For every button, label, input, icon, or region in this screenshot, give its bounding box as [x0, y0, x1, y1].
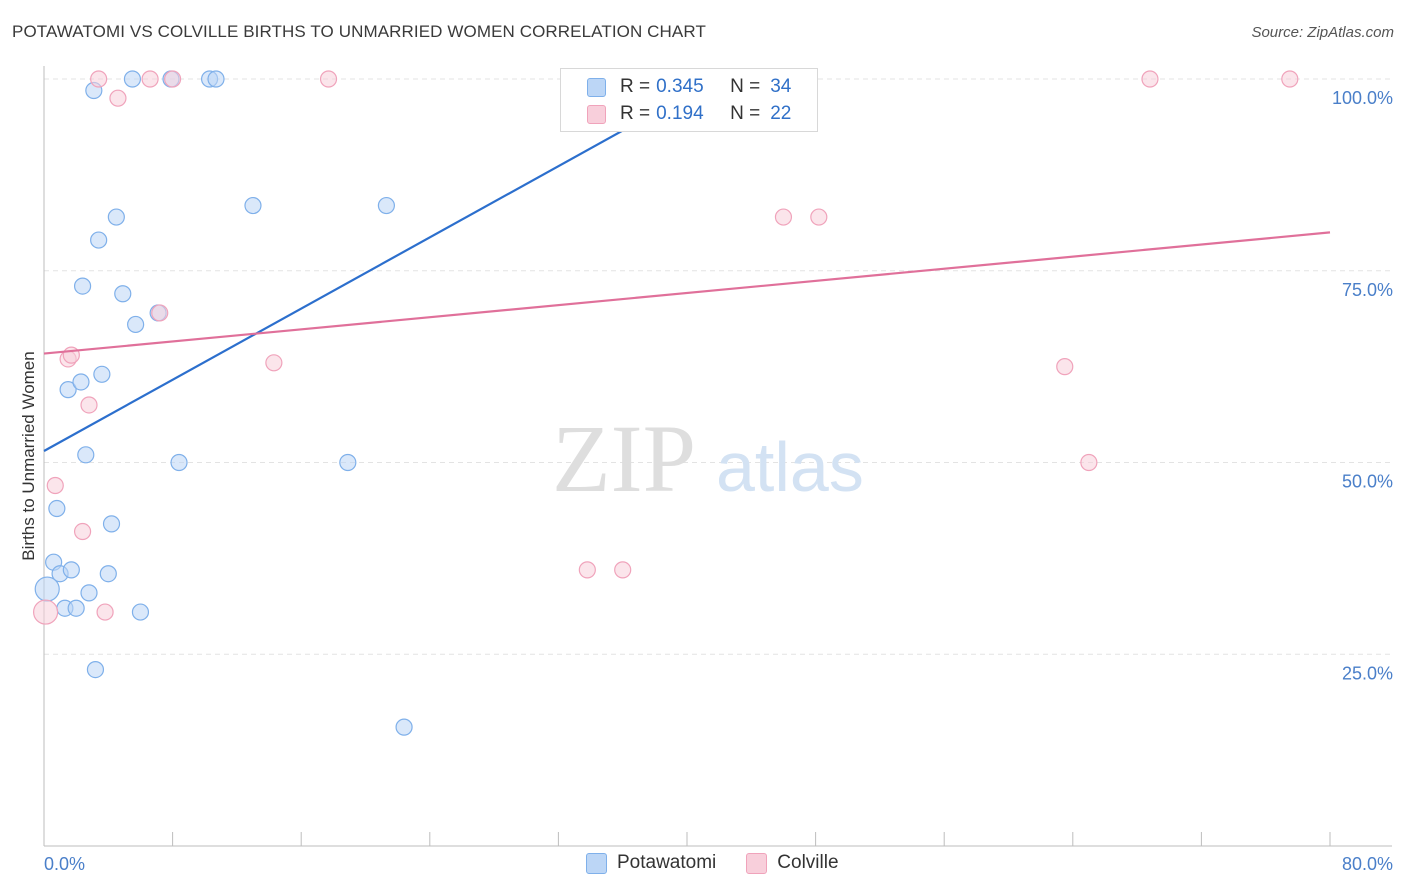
colville-point [774, 208, 793, 226]
colville-point [1141, 70, 1159, 88]
x-tick-label-max: 80.0% [1342, 854, 1393, 874]
colville-trend-line [43, 231, 1331, 355]
series-legend: Potawatomi Colville [586, 852, 869, 874]
colville-swatch [587, 104, 606, 124]
source-label: Source: ZipAtlas.com [1251, 24, 1394, 41]
potawatomi-point [244, 196, 262, 215]
colville-point [73, 522, 92, 541]
y-tick-label: 75.0% [1342, 280, 1393, 300]
gridlines [44, 78, 1392, 655]
potawatomi-legend-swatch [586, 852, 607, 874]
tick-labels: 25.0% 50.0% 75.0% 100.0% 0.0% 80.0% [44, 88, 1393, 874]
watermark: ZIP atlas [552, 405, 864, 512]
potawatomi-point [170, 453, 188, 472]
potawatomi-point [67, 599, 85, 617]
legend-row-colville: R = 0.194 N = 22 [561, 101, 791, 127]
n-value: 34 [770, 76, 792, 97]
colville-point [164, 70, 182, 88]
potawatomi-point [90, 231, 108, 249]
colville-point [1080, 453, 1098, 472]
potawatomi-point [59, 381, 77, 399]
n-value: 22 [770, 103, 792, 124]
colville-point [33, 599, 59, 625]
potawatomi-point [339, 453, 357, 472]
colville-legend-label: Colville [777, 852, 839, 873]
potawatomi-trend-line [43, 89, 696, 452]
watermark-zip: ZIP [552, 405, 696, 512]
potawatomi-point [102, 515, 121, 533]
potawatomi-point [86, 660, 105, 679]
colville-point [141, 70, 159, 88]
y-tick-label: 25.0% [1342, 663, 1393, 683]
legend-row-potawatomi: R = 0.345 N = 34 [561, 74, 791, 100]
potawatomi-point [72, 373, 90, 391]
potawatomi-point [395, 718, 413, 736]
y-axis-title: Births to Unmarried Women [19, 351, 38, 560]
potawatomi-point [114, 285, 132, 303]
potawatomi-point [123, 70, 142, 88]
potawatomi-point [77, 446, 95, 464]
trend-lines [43, 89, 1331, 452]
n-label: N = [730, 103, 761, 124]
potawatomi-point [48, 499, 66, 518]
r-value: 0.345 [656, 76, 704, 97]
n-label: N = [730, 76, 761, 97]
colville-point [265, 354, 283, 372]
axes [43, 66, 1392, 847]
colville-point [810, 208, 828, 226]
colville-point [90, 70, 108, 88]
correlation-legend: R = 0.345 N = 34 R = 0.194 N = 22 [560, 68, 818, 132]
potawatomi-legend-label: Potawatomi [617, 852, 717, 873]
watermark-atlas: atlas [716, 428, 864, 506]
colville-point [80, 396, 98, 414]
potawatomi-point [107, 208, 125, 226]
colville-point [319, 70, 338, 88]
colville-point [614, 561, 632, 579]
colville-point [1281, 70, 1299, 88]
colville-legend-swatch [746, 852, 768, 874]
colville-point [96, 603, 114, 621]
colville-point [109, 89, 127, 107]
colville-point [1056, 358, 1074, 376]
r-value: 0.194 [656, 103, 704, 124]
colville-point [46, 476, 64, 495]
potawatomi-point [93, 365, 111, 383]
potawatomi-point [73, 277, 92, 295]
legend-item-potawatomi: Potawatomi [586, 852, 716, 874]
legend-item-colville: Colville [746, 852, 839, 874]
potawatomi-point [377, 196, 395, 215]
potawatomi-point [131, 603, 150, 621]
data-points [33, 70, 1299, 736]
colville-point [151, 304, 169, 322]
potawatomi-swatch [587, 77, 606, 97]
y-tick-label: 50.0% [1342, 472, 1393, 492]
potawatomi-point [80, 584, 98, 602]
potawatomi-point [207, 70, 225, 88]
r-label: R = [620, 103, 651, 124]
r-label: R = [620, 76, 651, 97]
y-tick-label: 100.0% [1332, 88, 1393, 108]
chart-title: POTAWATOMI VS COLVILLE BIRTHS TO UNMARRI… [12, 22, 706, 41]
potawatomi-point [99, 565, 117, 583]
potawatomi-point [62, 561, 80, 579]
x-tick-label-min: 0.0% [44, 854, 85, 874]
colville-point [578, 561, 596, 579]
potawatomi-point [127, 315, 145, 334]
